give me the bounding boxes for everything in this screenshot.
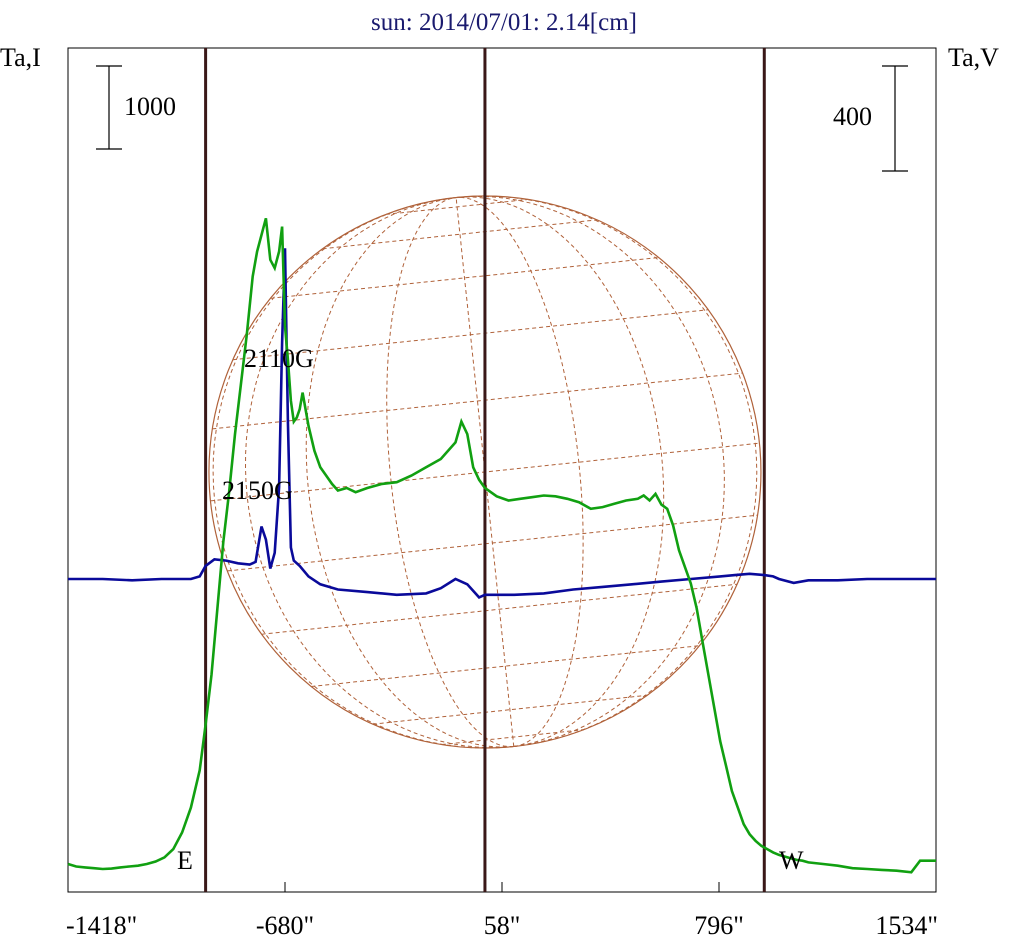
disk-meridian [456,195,725,747]
x-tick-label: 1534" [875,911,938,940]
x-tick-label: 796" [694,911,744,940]
x-tick-label: -1418" [66,911,137,940]
annotation-2110g: 2110G [244,344,314,373]
scale-bar-right: 400 [833,65,908,172]
disk-parallel [212,372,743,430]
disk-parallel [311,645,700,687]
y-label-left: Ta,I [0,43,41,72]
chart-title: sun: 2014/07/01: 2.14[cm] [371,9,637,36]
x-tick-label: -680" [256,911,314,940]
disk-meridian [456,196,665,747]
scale-bar-left: 1000 [96,65,176,150]
annotation-2150g: 2150G [222,476,293,505]
disk-parallel [227,514,758,572]
disk-parallel [261,583,738,635]
disk-parallel [386,198,529,215]
limb-label-west: W [779,846,804,875]
limb-label-east: E [177,846,193,875]
limb-lines [204,48,766,892]
x-axis: -1418" -680" 58" 796" 1534" [66,882,938,940]
x-tick-label: 58" [484,911,521,940]
series-line-i [67,217,936,874]
scale-bar-right-label: 400 [833,102,872,131]
disk-parallel [232,309,709,361]
disk-parallel [270,257,659,299]
scale-bar-left-label: 1000 [124,92,176,121]
y-label-right: Ta,V [948,43,999,72]
series-line-v [68,248,936,599]
disk-meridian [212,197,514,749]
disk-meridian [244,197,514,749]
plot-frame [67,47,937,893]
disk-parallel [441,729,584,746]
disk-meridian [386,197,514,748]
disk-meridian [456,195,758,747]
